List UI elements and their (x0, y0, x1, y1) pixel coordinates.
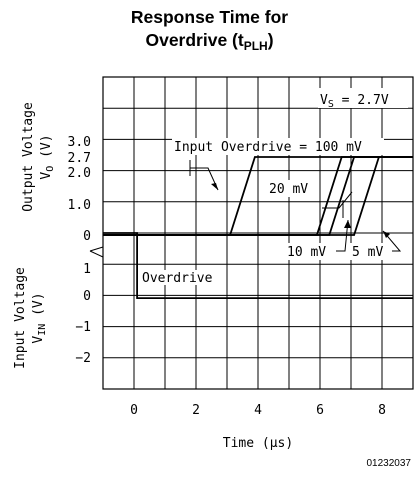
vs-label-bg (318, 88, 408, 108)
arrowhead-100mv (211, 183, 218, 190)
series-lines (103, 156, 413, 299)
label-5mv-bg (350, 243, 392, 260)
label-100mv-bg (172, 138, 384, 155)
arrow-5mv (382, 230, 402, 252)
x-tick-label: 6 (316, 403, 324, 418)
x-axis-label: Time (μs) (223, 436, 293, 451)
top-y-tick-label: 3.0 (68, 135, 91, 150)
x-tick-label: 2 (192, 403, 200, 418)
bottom-y-tick-label: 0 (83, 289, 91, 304)
bottom-y-label-line1: Input Voltage (13, 267, 28, 369)
top-y-tick-label: 1.0 (68, 198, 91, 213)
arrow-20mv (322, 191, 353, 209)
top-y-label-line2: VO (V) (39, 134, 56, 179)
overdrive-label: Overdrive (142, 271, 213, 286)
output-curve-5mv (103, 156, 413, 236)
bottom-y-tick-label: 1 (83, 262, 91, 277)
bottom-y-tick-label: −2 (75, 351, 91, 366)
bottom-y-tick-label: −1 (75, 320, 91, 335)
input-curve (103, 232, 413, 299)
bottom-y-label-line2: VIN (V) (31, 292, 48, 343)
annotations: VS = 2.7V Input Overdrive = 100 mV 20 mV 10… (140, 88, 408, 286)
chart-title-line2: Overdrive (tPLH) (145, 30, 274, 53)
axis-break-mark (89, 246, 104, 258)
top-y-tick-label: 0 (83, 229, 91, 244)
label-10mv-bg (285, 243, 335, 260)
vs-label: VS = 2.7V (320, 93, 389, 110)
label-10mv: 10 mV (287, 245, 326, 260)
label-100mv: Input Overdrive = 100 mV (174, 140, 362, 155)
chart-title-line1: Response Time for (130, 7, 289, 27)
arrowhead-10mv (344, 220, 351, 228)
arrowhead-5mv (383, 231, 390, 238)
x-tick-label: 0 (130, 403, 138, 418)
grid (89, 76, 414, 390)
arrow-100mv (190, 167, 219, 191)
tick-labels: 3.02.72.0 1.0 0 1 0 −1 −2 0 2 4 6 8 Time (μs) Output … (13, 102, 386, 451)
arrow-10mv (336, 219, 349, 252)
top-y-label-line1: Output Voltage (21, 102, 36, 212)
top-y-tick-label: 2.0 (68, 166, 91, 181)
overdrive-label-bg (140, 270, 220, 285)
label-20mv: 20 mV (269, 182, 308, 197)
top-y-tick-label: 2.7 (68, 151, 91, 166)
label-5mv: 5 mV (352, 245, 383, 260)
x-tick-label: 4 (254, 403, 262, 418)
top-y-axis-label: Output Voltage VO (V) (21, 102, 56, 212)
chart-title: Response Time for Overdrive (tPLH) (0, 6, 419, 54)
bottom-y-axis-label: Input Voltage VIN (V) (13, 267, 48, 369)
label-20mv-bg (267, 180, 315, 197)
figure-id: 01232037 (366, 458, 412, 469)
x-tick-label: 8 (378, 403, 386, 418)
